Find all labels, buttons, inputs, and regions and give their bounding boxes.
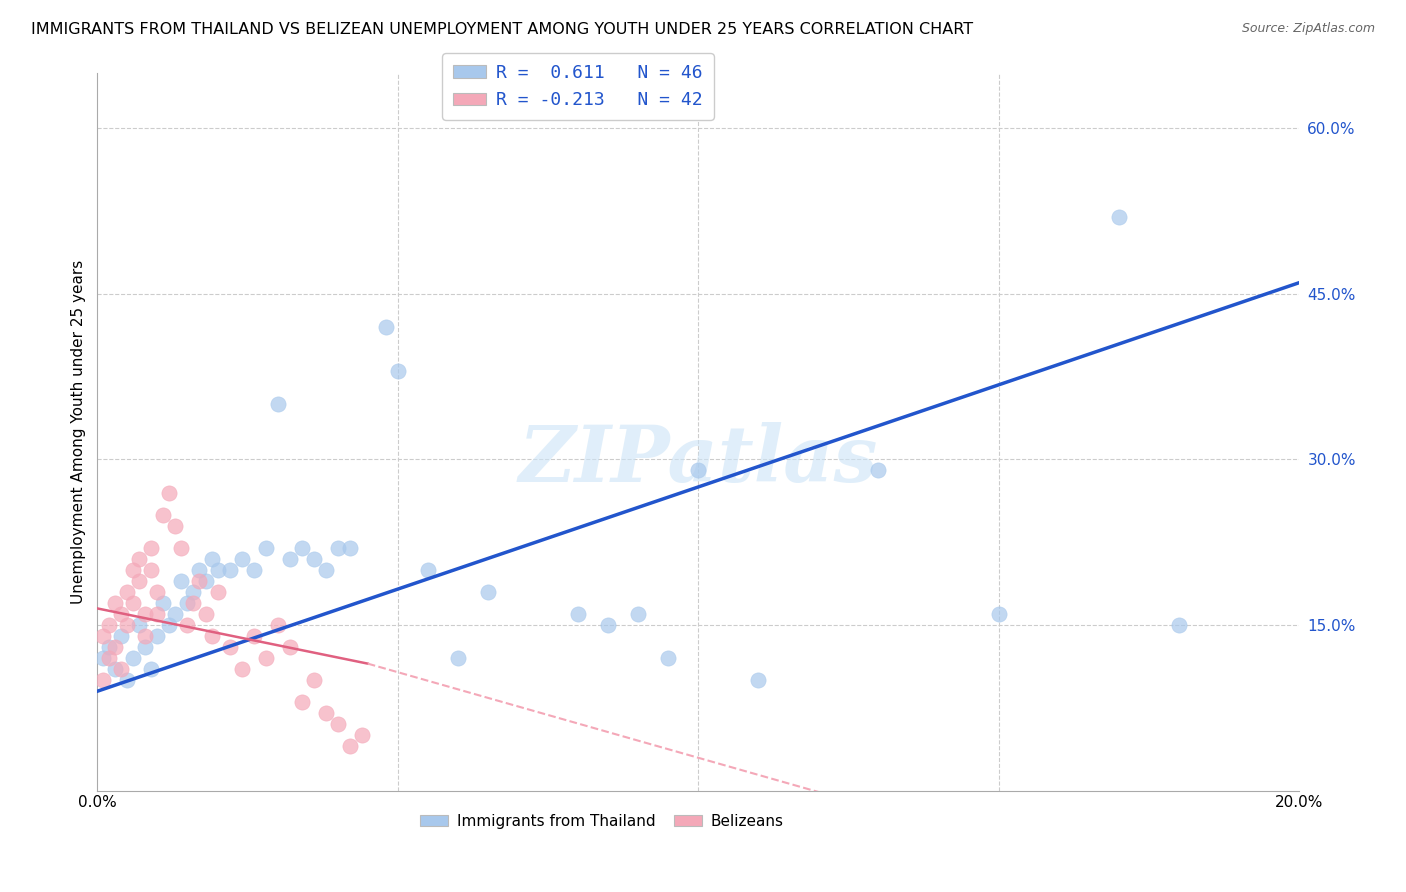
Point (374, 319, 396, 334)
Point (747, 673, 769, 688)
Point (596, 618, 619, 632)
Point (339, 541, 361, 555)
Point (339, 739, 361, 754)
Point (110, 607, 132, 621)
Point (98, 618, 121, 632)
Point (122, 596, 145, 610)
Point (1108, 210, 1130, 224)
Point (218, 563, 240, 577)
Point (200, 629, 222, 643)
Point (134, 640, 156, 654)
Point (291, 695, 314, 709)
Legend: Immigrants from Thailand, Belizeans: Immigrants from Thailand, Belizeans (415, 807, 790, 835)
Point (93, 673, 115, 688)
Point (159, 485, 181, 500)
Point (104, 640, 127, 654)
Point (350, 728, 373, 742)
Point (110, 662, 132, 676)
Point (242, 563, 264, 577)
Point (326, 541, 349, 555)
Point (987, 607, 1010, 621)
Point (98, 651, 121, 665)
Point (194, 607, 217, 621)
Point (447, 651, 470, 665)
Point (170, 541, 193, 555)
Y-axis label: Unemployment Among Youth under 25 years: Unemployment Among Youth under 25 years (72, 260, 86, 604)
Point (152, 508, 174, 522)
Point (231, 662, 253, 676)
Point (146, 629, 169, 643)
Point (176, 596, 198, 610)
Point (387, 364, 409, 378)
Point (183, 596, 205, 610)
Point (266, 397, 288, 411)
Text: ZIPatlas: ZIPatlas (519, 422, 877, 499)
Point (165, 607, 187, 621)
Text: IMMIGRANTS FROM THAILAND VS BELIZEAN UNEMPLOYMENT AMONG YOUTH UNDER 25 YEARS COR: IMMIGRANTS FROM THAILAND VS BELIZEAN UNE… (31, 22, 973, 37)
Point (122, 651, 145, 665)
Point (868, 463, 890, 477)
Point (567, 607, 589, 621)
Point (1167, 618, 1189, 632)
Point (278, 551, 301, 566)
Point (93, 629, 115, 643)
Point (266, 618, 288, 632)
Point (146, 585, 169, 599)
Point (302, 551, 325, 566)
Point (200, 551, 222, 566)
Point (104, 662, 127, 676)
Point (207, 585, 229, 599)
Point (98, 640, 121, 654)
Point (176, 618, 198, 632)
Point (188, 574, 211, 588)
Point (315, 706, 337, 721)
Point (688, 463, 710, 477)
Point (117, 618, 139, 632)
Point (170, 574, 193, 588)
Point (110, 629, 132, 643)
Point (128, 618, 150, 632)
Point (141, 563, 163, 577)
Point (218, 640, 240, 654)
Point (117, 673, 139, 688)
Point (194, 574, 217, 588)
Point (117, 585, 139, 599)
Point (326, 717, 349, 731)
Point (165, 518, 187, 533)
Point (141, 541, 163, 555)
Point (159, 618, 181, 632)
Point (254, 541, 277, 555)
Point (104, 596, 127, 610)
Point (183, 585, 205, 599)
Point (302, 673, 325, 688)
Point (188, 563, 211, 577)
Point (128, 574, 150, 588)
Point (146, 607, 169, 621)
Point (254, 651, 277, 665)
Point (207, 563, 229, 577)
Point (657, 651, 679, 665)
Point (128, 551, 150, 566)
Point (278, 640, 301, 654)
Point (627, 607, 650, 621)
Point (141, 662, 163, 676)
Text: Source: ZipAtlas.com: Source: ZipAtlas.com (1241, 22, 1375, 36)
Point (231, 551, 253, 566)
Point (134, 629, 156, 643)
Point (152, 596, 174, 610)
Point (416, 563, 439, 577)
Point (122, 563, 145, 577)
Point (477, 585, 499, 599)
Point (242, 629, 264, 643)
Point (291, 541, 314, 555)
Point (93, 651, 115, 665)
Point (134, 607, 156, 621)
Point (315, 563, 337, 577)
